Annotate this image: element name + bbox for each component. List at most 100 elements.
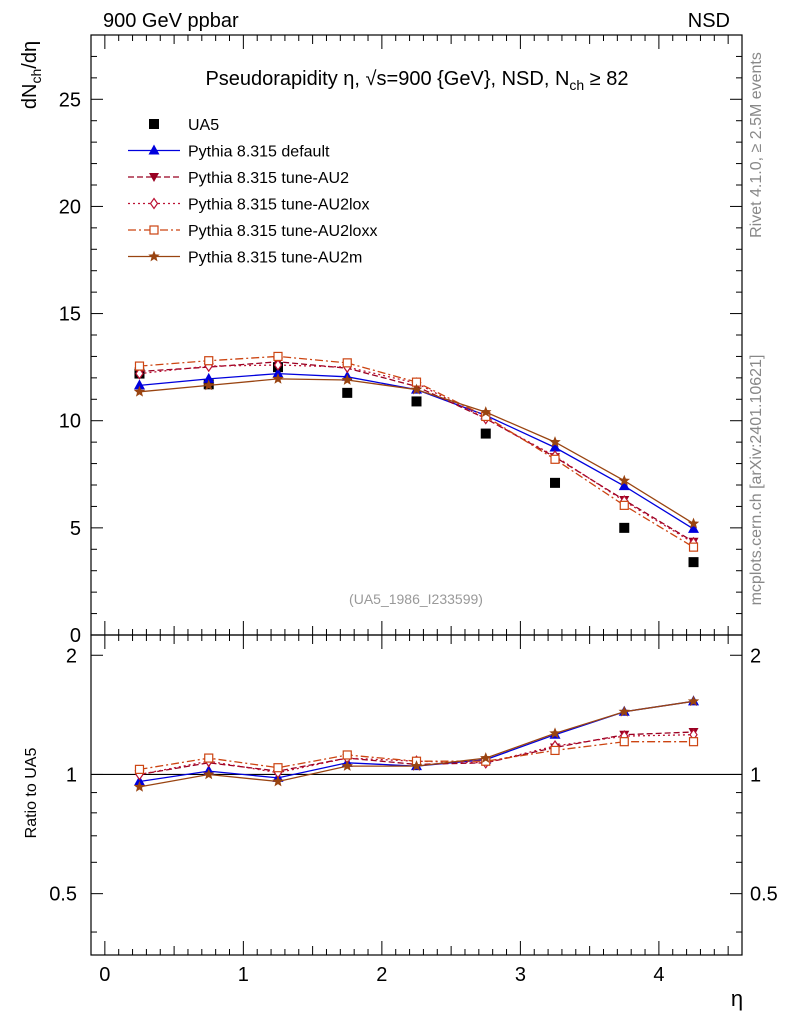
legend-label: Pythia 8.315 tune-AU2 [188,170,349,187]
data-point [133,379,145,390]
data-point [272,367,284,378]
legend-item: Pythia 8.315 tune-AU2lox [128,197,369,214]
data-point [342,387,353,398]
legend-item: UA5 [149,117,219,134]
ratio-point [134,764,145,774]
data-point [411,396,422,407]
series-line [139,364,694,544]
legend-marker [149,173,159,182]
reference-label: (UA5_1986_I233599) [349,591,483,607]
data-point [342,358,352,368]
legend-label: UA5 [188,117,219,134]
data-point [133,385,146,397]
ratio-point [688,737,699,747]
data-point [272,372,284,384]
series-pythia-8-315-tune-au2loxx [134,351,699,552]
ratio-point [687,695,700,707]
ratio-y-tick-label-right: 1 [750,764,761,786]
legend-item: Pythia 8.315 tune-AU2loxx [128,223,377,240]
ratio-pythia-8-315-default [133,695,700,786]
ratio-line [139,741,694,771]
series-pythia-8-315-default [133,367,700,533]
x-axis-label: η [731,986,743,1011]
ratio-point [410,760,423,771]
ratio-y-tick-label-right: 0.5 [750,884,778,906]
ratio-panel: 0 1 2 3 4 0.5 0.5 1 1 2 2 [49,634,778,986]
data-point [618,480,630,491]
ratio-point [133,780,146,792]
header-left: 900 GeV ppbar [103,10,239,32]
data-point [135,367,144,380]
ratio-point [549,727,561,739]
legend-marker [149,119,159,129]
ratio-point [550,745,560,756]
data-point [619,522,630,533]
series-line [139,355,694,548]
main-series-group [133,351,700,568]
ratio-y-tick-label: 0.5 [49,884,77,906]
ratio-point [204,753,214,763]
ratio-series-group [133,695,700,792]
data-point [688,557,699,568]
ratio-y-tick-label: 2 [66,645,77,667]
data-point [480,406,492,417]
y-axis-label: dNch/dη [19,41,44,109]
header-right: NSD [688,10,730,32]
legend: UA5 Pythia 8.315 default Pythia 8.315 tune… [128,117,377,267]
legend-item: Pythia 8.315 tune-AU2 [128,170,349,187]
side-label-mcplots: mcplots.cern.ch [arXiv:2401.10621] [748,355,765,606]
legend-item: Pythia 8.315 tune-AU2m [128,250,362,267]
x-tick-label: 2 [376,964,387,986]
data-point [204,356,214,366]
legend-label: Pythia 8.315 tune-AU2lox [188,197,369,214]
ratio-point [273,763,283,773]
data-point [480,428,491,439]
data-point [273,358,283,372]
data-point [550,477,561,488]
data-point [688,542,699,552]
data-point [687,517,700,529]
chart-title: Pseudorapidity η, √s=900 {GeV}, NSD, Nch… [205,68,628,93]
data-point [550,454,560,464]
legend-label: Pythia 8.315 tune-AU2m [188,250,362,267]
ratio-point [618,705,630,717]
ratio-point [480,752,492,763]
y-tick-label: 10 [59,411,81,433]
main-panel: 0 5 10 15 20 25 [59,34,743,647]
ratio-point [341,760,353,771]
x-tick-label: 0 [99,964,110,986]
legend-marker [148,144,160,155]
legend-marker [148,250,160,262]
data-point [203,372,215,383]
ratio-point [203,768,215,780]
series-pythia-8-315-tune-au2m [133,372,700,529]
legend-item: Pythia 8.315 default [128,144,330,161]
y-tick-label: 20 [59,196,81,218]
x-tick-label: 3 [515,964,526,986]
data-point [619,500,629,510]
ratio-frame-box [90,634,743,956]
data-point [203,379,215,391]
data-point [549,436,561,447]
y-tick-label: 0 [70,625,81,647]
data-point [688,522,700,533]
legend-label: Pythia 8.315 default [188,144,330,161]
y-tick-label: 25 [59,89,81,111]
legend-marker [149,197,159,210]
data-point [134,361,145,371]
y-tick-label: 5 [70,518,81,540]
legend-label: Pythia 8.315 tune-AU2loxx [188,223,377,240]
x-tick-label: 1 [238,964,249,986]
side-label-rivet: Rivet 4.1.0, ≥ 2.5M events [748,52,765,238]
data-point [410,383,423,395]
data-point [618,474,630,486]
ratio-y-tick-label-right: 2 [750,645,761,667]
ratio-point [619,737,629,747]
data-point [273,351,283,362]
legend-marker [149,225,159,235]
ratio-y-tick-label: 1 [66,764,77,786]
data-point [341,374,353,385]
ratio-point [272,775,284,787]
data-point [549,441,561,452]
